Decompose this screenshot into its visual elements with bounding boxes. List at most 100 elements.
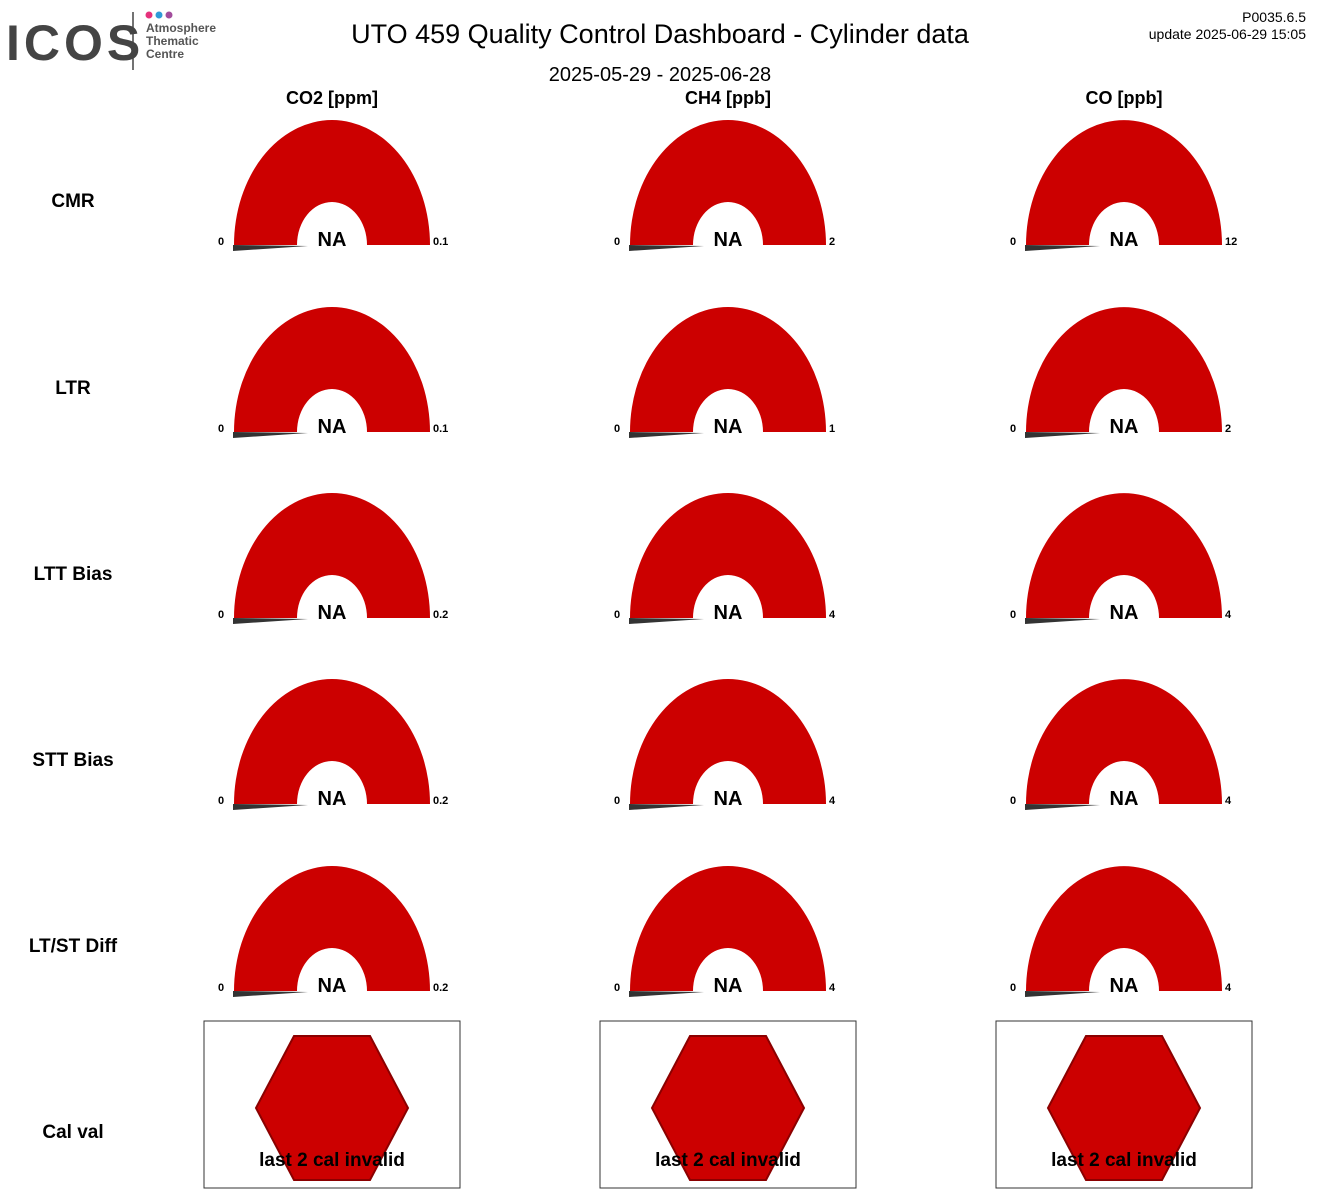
gauge-max: 2 [829, 236, 835, 248]
gauge-max: 0.2 [433, 982, 448, 994]
cal-hexagon [1046, 1035, 1202, 1181]
gauge-value: NA [318, 602, 347, 624]
gauge-value: NA [1110, 416, 1139, 438]
gauge-arc [1026, 120, 1222, 245]
gauge-needle [1025, 991, 1100, 997]
logo-dot [145, 11, 153, 19]
row-label: STT Bias [32, 750, 113, 771]
version: P0035.6.5 [1242, 9, 1306, 25]
gauge-value: NA [1110, 788, 1139, 810]
gauge-arc [234, 307, 430, 432]
gauge-needle [1025, 804, 1100, 810]
gauge-max: 4 [1225, 609, 1232, 621]
gauge-value: NA [318, 229, 347, 251]
gauge-needle [233, 432, 308, 438]
cal-hexagon [254, 1035, 410, 1181]
gauge-needle [1025, 245, 1100, 251]
gauge-arc [630, 307, 826, 432]
cal-status: last 2 cal invalid [1051, 1150, 1197, 1171]
gauge-arc [630, 493, 826, 618]
column-header: CO2 [ppm] [286, 88, 378, 108]
column-header: CH4 [ppb] [685, 88, 771, 108]
gauge-needle [233, 804, 308, 810]
gauge-needle [1025, 432, 1100, 438]
gauge-needle [233, 618, 308, 624]
gauge-min: 0 [218, 236, 224, 248]
gauge-needle [629, 991, 704, 997]
gauge-value: NA [714, 602, 743, 624]
cal-hexagon [650, 1035, 806, 1181]
gauge-value: NA [714, 975, 743, 997]
gauge-max: 4 [829, 795, 836, 807]
cal-status: last 2 cal invalid [655, 1150, 801, 1171]
gauge-arc [1026, 307, 1222, 432]
cal-status: last 2 cal invalid [259, 1150, 405, 1171]
gauge-value: NA [318, 788, 347, 810]
gauge-value: NA [714, 229, 743, 251]
gauge-needle [629, 804, 704, 810]
logo: ICOS [6, 15, 144, 71]
gauge-min: 0 [614, 423, 620, 435]
gauge-min: 0 [1010, 236, 1016, 248]
logo-dot [165, 11, 173, 19]
gauge-needle [233, 245, 308, 251]
gauge-value: NA [1110, 602, 1139, 624]
gauge-arc [234, 679, 430, 804]
gauge-needle [629, 245, 704, 251]
gauge-arc [234, 866, 430, 991]
gauge-min: 0 [614, 236, 620, 248]
gauge-arc [1026, 493, 1222, 618]
gauge-max: 1 [829, 423, 835, 435]
gauge-min: 0 [218, 423, 224, 435]
logo-sub: Thematic [146, 34, 199, 48]
gauge-value: NA [714, 788, 743, 810]
gauge-needle [629, 618, 704, 624]
row-label: Cal val [42, 1122, 103, 1143]
gauge-needle [233, 991, 308, 997]
gauge-arc [630, 679, 826, 804]
gauge-value: NA [1110, 975, 1139, 997]
gauge-value: NA [318, 975, 347, 997]
logo-sub: Atmosphere [146, 21, 216, 35]
subtitle: 2025-05-29 - 2025-06-28 [549, 64, 771, 86]
gauge-value: NA [1110, 229, 1139, 251]
gauge-max: 4 [1225, 982, 1232, 994]
row-label: LT/ST Diff [29, 936, 118, 957]
gauge-min: 0 [614, 609, 620, 621]
gauge-min: 0 [614, 795, 620, 807]
gauge-max: 0.1 [433, 423, 448, 435]
gauge-min: 0 [1010, 795, 1016, 807]
gauge-min: 0 [218, 982, 224, 994]
row-label: LTR [55, 378, 91, 399]
column-header: CO [ppb] [1086, 88, 1163, 108]
logo-dot [155, 11, 163, 19]
gauge-min: 0 [1010, 982, 1016, 994]
gauge-arc [1026, 866, 1222, 991]
update-time: update 2025-06-29 15:05 [1149, 26, 1306, 42]
gauge-arc [234, 120, 430, 245]
gauge-value: NA [318, 416, 347, 438]
gauge-min: 0 [1010, 423, 1016, 435]
gauge-arc [234, 493, 430, 618]
title: UTO 459 Quality Control Dashboard - Cyli… [351, 19, 970, 49]
gauge-max: 4 [1225, 795, 1232, 807]
gauge-min: 0 [218, 795, 224, 807]
gauge-value: NA [714, 416, 743, 438]
gauge-max: 0.1 [433, 236, 448, 248]
gauge-max: 4 [829, 982, 836, 994]
gauge-needle [629, 432, 704, 438]
gauge-min: 0 [1010, 609, 1016, 621]
gauge-max: 0.2 [433, 795, 448, 807]
row-label: LTT Bias [34, 564, 113, 585]
gauge-max: 4 [829, 609, 836, 621]
gauge-max: 0.2 [433, 609, 448, 621]
gauge-max: 2 [1225, 423, 1231, 435]
gauge-min: 0 [218, 609, 224, 621]
gauge-max: 12 [1225, 236, 1237, 248]
gauge-arc [630, 120, 826, 245]
gauge-min: 0 [614, 982, 620, 994]
gauge-needle [1025, 618, 1100, 624]
logo-sub: Centre [146, 47, 184, 61]
row-label: CMR [51, 191, 95, 212]
